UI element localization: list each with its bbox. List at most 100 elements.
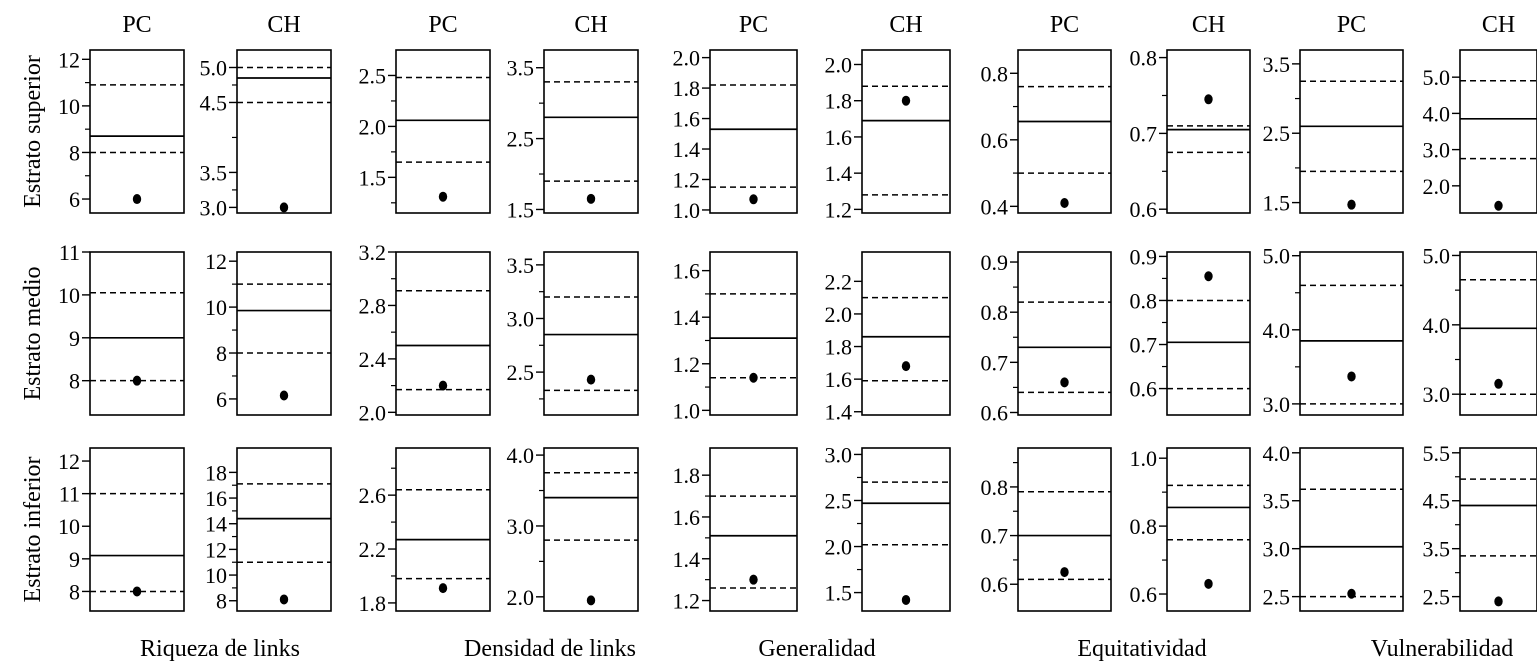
group-label-vulnerabilidad: Vulnerabilidad <box>1371 636 1514 662</box>
panel-estrato-medio-vulnerabilidad-pc-observed-point <box>1347 371 1356 382</box>
panel-estrato-inferior-riqueza-de-links-ch-tick-label-4: 16 <box>205 486 227 511</box>
panel-estrato-superior-equitatividad-pc-frame <box>1017 49 1112 214</box>
panel-estrato-medio-densidad-de-links-pc-tick-label-0: 2.0 <box>359 400 387 425</box>
panel-estrato-inferior-generalidad-pc-tick-label-0: 1.2 <box>673 589 701 614</box>
column-header-1-pc: PC <box>122 12 151 38</box>
panel-estrato-medio-generalidad-ch: 1.4 1.6 1.8 2.0 2.2 <box>825 251 951 425</box>
column-header-6-ch: CH <box>889 12 922 38</box>
panel-estrato-medio-generalidad-ch-tick-label-4: 2.2 <box>825 269 853 294</box>
panel-estrato-superior-equitatividad-ch-frame <box>1166 49 1251 214</box>
panel-estrato-inferior-riqueza-de-links-pc: 8 9 10 11 12 <box>58 447 185 612</box>
panel-estrato-superior-riqueza-de-links-ch-frame <box>236 49 332 214</box>
panel-estrato-superior-generalidad-ch-tick-label-4: 2.0 <box>825 52 853 77</box>
panel-estrato-superior-riqueza-de-links-pc-tick-label-2: 10 <box>58 94 80 119</box>
panel-estrato-inferior-vulnerabilidad-ch-tick-label-3: 5.5 <box>1423 441 1451 466</box>
panel-estrato-medio-equitatividad-pc-tick-label-3: 0.9 <box>981 250 1009 275</box>
panel-estrato-superior-generalidad-pc-frame <box>709 49 798 214</box>
column-header-8-ch: CH <box>1192 12 1225 38</box>
panel-estrato-inferior-riqueza-de-links-pc-tick-label-3: 11 <box>59 482 80 507</box>
panel-estrato-superior-vulnerabilidad-ch-tick-label-1: 3.0 <box>1423 138 1451 163</box>
panel-estrato-medio-generalidad-pc-tick-label-3: 1.6 <box>673 259 701 284</box>
panel-estrato-medio-densidad-de-links-pc-tick-label-3: 3.2 <box>359 240 387 265</box>
panel-estrato-inferior-generalidad-ch-observed-point <box>901 594 911 605</box>
panel-estrato-medio-riqueza-de-links-ch-tick-label-2: 10 <box>205 295 227 320</box>
panel-estrato-superior-densidad-de-links-pc-tick-label-2: 2.5 <box>359 63 387 88</box>
panel-estrato-medio-equitatividad-ch-frame <box>1166 251 1251 416</box>
panel-estrato-inferior-vulnerabilidad-pc-tick-label-2: 3.5 <box>1263 489 1291 514</box>
panel-estrato-inferior-vulnerabilidad-ch-frame <box>1459 447 1537 612</box>
panel-estrato-inferior-riqueza-de-links-pc-tick-label-0: 8 <box>69 579 80 604</box>
panel-estrato-superior-vulnerabilidad-pc: 1.5 2.5 3.5 <box>1263 49 1404 216</box>
panel-estrato-medio-equitatividad-pc-observed-point <box>1060 377 1069 388</box>
panel-estrato-inferior-generalidad-ch-tick-label-3: 3.0 <box>825 442 853 467</box>
panel-estrato-superior-densidad-de-links-pc-observed-point <box>438 191 448 202</box>
panel-estrato-inferior-densidad-de-links-ch-tick-label-0: 2.0 <box>507 585 535 610</box>
panel-estrato-medio-densidad-de-links-pc-frame <box>395 251 491 416</box>
column-header-4-ch: CH <box>574 12 607 38</box>
panel-estrato-medio-equitatividad-pc-tick-label-1: 0.7 <box>981 350 1009 375</box>
panel-estrato-medio-densidad-de-links-ch-observed-point <box>586 374 596 385</box>
panel-estrato-superior-riqueza-de-links-ch-tick-label-1: 3.5 <box>200 160 228 185</box>
panel-estrato-medio-riqueza-de-links-pc-tick-label-2: 10 <box>58 283 80 308</box>
panel-estrato-superior-vulnerabilidad-ch-tick-label-3: 5.0 <box>1423 65 1451 90</box>
panel-estrato-superior-riqueza-de-links-ch-tick-label-2: 4.5 <box>200 90 228 115</box>
panel-estrato-superior-densidad-de-links-ch-tick-label-1: 2.5 <box>507 127 535 152</box>
panel-estrato-superior-riqueza-de-links-ch-tick-label-3: 5.0 <box>200 55 228 80</box>
group-label-riqueza-de-links: Riqueza de links <box>140 636 300 662</box>
panel-estrato-medio-densidad-de-links-pc-observed-point <box>438 380 448 391</box>
panel-estrato-inferior-densidad-de-links-pc-frame <box>395 447 491 612</box>
panel-estrato-superior-densidad-de-links-pc: 1.5 2.0 2.5 <box>359 49 491 214</box>
panel-estrato-inferior-equitatividad-ch-tick-label-1: 0.8 <box>1130 514 1158 539</box>
panel-estrato-medio-equitatividad-ch-tick-label-2: 0.8 <box>1130 288 1158 313</box>
panel-estrato-medio-riqueza-de-links-ch-frame <box>236 251 332 416</box>
panel-estrato-medio-vulnerabilidad-pc: 3.0 4.0 5.0 <box>1263 244 1404 417</box>
panel-estrato-inferior-vulnerabilidad-ch-tick-label-1: 3.5 <box>1423 537 1451 562</box>
panel-estrato-superior-densidad-de-links-ch: 1.5 2.5 3.5 <box>507 49 639 222</box>
panel-estrato-inferior-equitatividad-pc: 0.6 0.7 0.8 <box>981 447 1112 612</box>
panel-estrato-superior-vulnerabilidad-ch-tick-label-2: 4.0 <box>1423 101 1451 126</box>
panel-estrato-medio-generalidad-ch-observed-point <box>901 361 911 372</box>
column-header-10-ch: CH <box>1482 12 1515 38</box>
panel-estrato-superior-densidad-de-links-pc-tick-label-0: 1.5 <box>359 165 387 190</box>
panel-estrato-inferior-vulnerabilidad-ch: 2.5 3.5 4.5 5.5 <box>1423 441 1537 612</box>
panel-estrato-superior-riqueza-de-links-pc-tick-label-0: 6 <box>69 187 80 212</box>
panel-estrato-superior-generalidad-pc-tick-label-1: 1.2 <box>673 167 701 192</box>
panel-estrato-inferior-generalidad-pc-tick-label-3: 1.8 <box>673 463 701 488</box>
column-header-3-pc: PC <box>428 12 457 38</box>
panel-estrato-inferior-densidad-de-links-ch: 2.0 3.0 4.0 <box>507 443 639 612</box>
panel-estrato-inferior-riqueza-de-links-pc-tick-label-1: 9 <box>69 547 80 572</box>
panel-estrato-superior-generalidad-ch-tick-label-2: 1.6 <box>825 125 853 150</box>
panel-estrato-inferior-generalidad-pc-frame <box>709 447 798 612</box>
panel-estrato-inferior-equitatividad-pc-tick-label-0: 0.6 <box>981 572 1009 597</box>
panel-estrato-inferior-densidad-de-links-ch-tick-label-2: 4.0 <box>507 443 535 468</box>
panel-estrato-superior-generalidad-ch-tick-label-3: 1.8 <box>825 89 853 114</box>
panel-estrato-medio-riqueza-de-links-pc-tick-label-1: 9 <box>69 326 80 351</box>
panel-estrato-medio-densidad-de-links-ch: 2.5 3.0 3.5 <box>507 251 639 416</box>
panel-estrato-medio-equitatividad-pc-frame <box>1017 251 1112 416</box>
panel-estrato-superior-densidad-de-links-ch-frame <box>543 49 639 214</box>
row-labels: Estrato superior Estrato medio Estrato inf… <box>20 55 46 602</box>
panel-estrato-inferior-generalidad-pc-tick-label-2: 1.6 <box>673 505 701 530</box>
panel-estrato-superior-equitatividad-pc-tick-label-2: 0.8 <box>981 61 1009 86</box>
panel-estrato-inferior-riqueza-de-links-ch-tick-label-1: 10 <box>205 563 227 588</box>
panel-estrato-inferior-equitatividad-pc-tick-label-2: 0.8 <box>981 475 1009 500</box>
panel-estrato-superior-generalidad-ch-frame <box>861 49 951 214</box>
panel-estrato-superior-vulnerabilidad-pc-tick-label-2: 3.5 <box>1263 52 1291 77</box>
panel-estrato-inferior-densidad-de-links-ch-observed-point <box>586 595 596 606</box>
panel-estrato-superior-riqueza-de-links-ch: 3.0 3.5 4.5 5.0 <box>200 49 332 220</box>
panel-estrato-medio-generalidad-ch-frame <box>861 251 951 416</box>
panel-estrato-superior-vulnerabilidad-ch-tick-label-0: 2.0 <box>1423 174 1451 199</box>
panel-estrato-medio-generalidad-ch-tick-label-2: 1.8 <box>825 335 853 360</box>
panel-estrato-medio-riqueza-de-links-pc: 8 9 10 11 <box>58 240 185 416</box>
panel-estrato-superior-riqueza-de-links-pc-tick-label-1: 8 <box>69 140 80 165</box>
panel-estrato-medio-riqueza-de-links-pc-tick-label-0: 8 <box>69 369 80 394</box>
panel-estrato-superior-vulnerabilidad-ch: 2.0 3.0 4.0 5.0 <box>1423 49 1537 214</box>
panel-estrato-medio-riqueza-de-links-ch-tick-label-0: 6 <box>216 387 227 412</box>
panel-estrato-superior-generalidad-pc-tick-label-5: 2.0 <box>673 46 701 71</box>
panel-estrato-superior-generalidad-ch: 1.2 1.4 1.6 1.8 2.0 <box>825 49 951 222</box>
panel-estrato-superior-equitatividad-ch-tick-label-1: 0.7 <box>1130 121 1158 146</box>
column-header-9-pc: PC <box>1337 12 1366 38</box>
panel-estrato-medio-equitatividad-ch-tick-label-0: 0.6 <box>1130 377 1158 402</box>
panel-estrato-medio-equitatividad-pc-tick-label-2: 0.8 <box>981 300 1009 325</box>
